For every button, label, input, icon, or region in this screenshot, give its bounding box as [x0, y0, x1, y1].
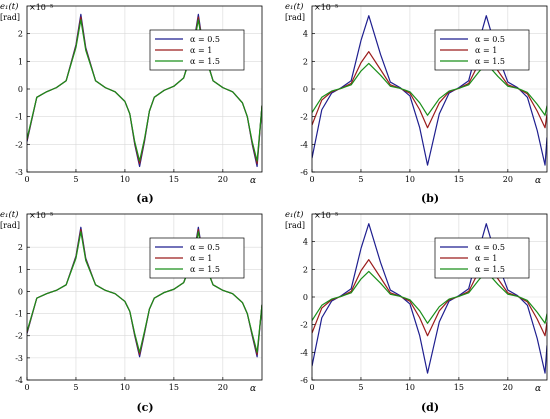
- series-line-2: [27, 19, 262, 162]
- y-tick-label: -1: [15, 310, 23, 319]
- x-tick-label: 0: [24, 175, 29, 184]
- x-tick-label: 15: [454, 175, 464, 184]
- legend-label: α = 1: [190, 254, 212, 263]
- y-axis-exponent: ×10⁻⁵: [29, 3, 53, 12]
- x-axis-label: α: [535, 384, 541, 394]
- series-line-0: [312, 223, 547, 374]
- y-tick-label: 0: [18, 85, 23, 94]
- y-tick-label: 0: [18, 287, 23, 296]
- chart-panel-d: 0 5 10 15 20 -6 -4 -2 0 2 4 e₁(t)[rad] ×10⁻⁵ α α = 0.5…: [285, 209, 548, 414]
- legend-label: α = 1.5: [475, 265, 505, 274]
- y-tick-label: -2: [15, 332, 23, 341]
- y-axis-exponent: ×10⁻⁵: [314, 3, 338, 12]
- y-tick-label: 1: [18, 265, 23, 274]
- y-tick-label: -4: [15, 376, 23, 385]
- y-tick-label: 2: [303, 57, 308, 66]
- x-axis-label: α: [535, 176, 541, 186]
- y-axis-label: e₁(t): [285, 1, 304, 12]
- x-tick-label: 10: [405, 175, 415, 184]
- y-tick-label: 2: [18, 243, 23, 252]
- y-tick-label: -4: [300, 140, 308, 149]
- legend-label: α = 0.5: [190, 35, 220, 44]
- y-tick-label: -3: [15, 354, 23, 363]
- y-axis-unit: [rad]: [285, 13, 305, 22]
- x-tick-label: 20: [503, 175, 513, 184]
- x-tick-label: 5: [358, 383, 363, 392]
- y-tick-label: -3: [15, 168, 23, 177]
- legend-label: α = 1: [190, 46, 212, 55]
- y-tick-label: 2: [303, 265, 308, 274]
- y-axis-label: e₁(t): [0, 1, 19, 12]
- legend-label: α = 1: [475, 46, 497, 55]
- y-tick-label: 1: [18, 57, 23, 66]
- y-axis-unit: [rad]: [0, 13, 20, 22]
- y-tick-label: -1: [15, 113, 23, 122]
- panel-label: (a): [136, 192, 154, 205]
- y-tick-label: 0: [303, 85, 308, 94]
- x-tick-label: 5: [73, 175, 78, 184]
- y-tick-label: -6: [300, 168, 308, 177]
- axes-frame: [26, 213, 263, 381]
- y-axis-unit: [rad]: [0, 221, 20, 230]
- panel-label: (c): [136, 401, 153, 414]
- y-axis-exponent: ×10⁻⁵: [314, 211, 338, 220]
- panel-label: (d): [421, 401, 439, 414]
- x-tick-label: 20: [503, 383, 513, 392]
- y-tick-label: 0: [303, 293, 308, 302]
- chart-panel-b: 0 5 10 15 20 -6 -4 -2 0 2 4 e₁(t)[rad] ×10⁻⁵ α α = 0.5…: [285, 1, 548, 205]
- y-tick-label: -6: [300, 376, 308, 385]
- x-tick-label: 0: [309, 175, 314, 184]
- series-line-0: [312, 15, 547, 166]
- panel-label: (b): [421, 192, 439, 205]
- series-line-2: [312, 270, 547, 324]
- x-tick-label: 15: [169, 175, 179, 184]
- x-tick-label: 10: [120, 383, 130, 392]
- x-tick-label: 20: [218, 383, 228, 392]
- x-tick-label: 5: [358, 175, 363, 184]
- y-tick-label: -2: [15, 140, 23, 149]
- y-tick-label: -2: [300, 113, 308, 122]
- legend-label: α = 1: [475, 254, 497, 263]
- x-tick-label: 5: [73, 383, 78, 392]
- x-tick-label: 10: [120, 175, 130, 184]
- series-line-2: [312, 62, 547, 116]
- chart-panel-c: 0 5 10 15 20 -4 -3 -2 -1 0 1 2 e₁(t)[rad] ×10⁻⁵ α α = 0…: [0, 209, 263, 414]
- legend-label: α = 0.5: [475, 35, 505, 44]
- y-tick-label: -2: [300, 321, 308, 330]
- y-tick-label: 4: [303, 30, 308, 39]
- y-axis-label: e₁(t): [285, 209, 304, 220]
- x-tick-label: 15: [454, 383, 464, 392]
- y-axis-unit: [rad]: [285, 221, 305, 230]
- y-tick-label: 2: [18, 30, 23, 39]
- x-tick-label: 20: [218, 175, 228, 184]
- series-line-2: [27, 231, 262, 353]
- x-tick-label: 15: [169, 383, 179, 392]
- legend-label: α = 1.5: [190, 57, 220, 66]
- y-tick-label: 4: [303, 238, 308, 247]
- y-axis-exponent: ×10⁻⁵: [29, 211, 53, 220]
- x-axis-label: α: [250, 176, 256, 186]
- x-axis-label: α: [250, 384, 256, 394]
- legend-label: α = 1.5: [190, 265, 220, 274]
- x-tick-label: 0: [309, 383, 314, 392]
- y-axis-label: e₁(t): [0, 209, 19, 220]
- legend-label: α = 1.5: [475, 57, 505, 66]
- legend-label: α = 0.5: [190, 243, 220, 252]
- x-tick-label: 10: [405, 383, 415, 392]
- legend-label: α = 0.5: [475, 243, 505, 252]
- x-tick-label: 0: [24, 383, 29, 392]
- y-tick-label: -4: [300, 348, 308, 357]
- chart-panel-a: 0 5 10 15 20 -3 -2 -1 0 1 2 e₁(t)[rad] ×10⁻⁵ α α = 0.5…: [0, 1, 263, 205]
